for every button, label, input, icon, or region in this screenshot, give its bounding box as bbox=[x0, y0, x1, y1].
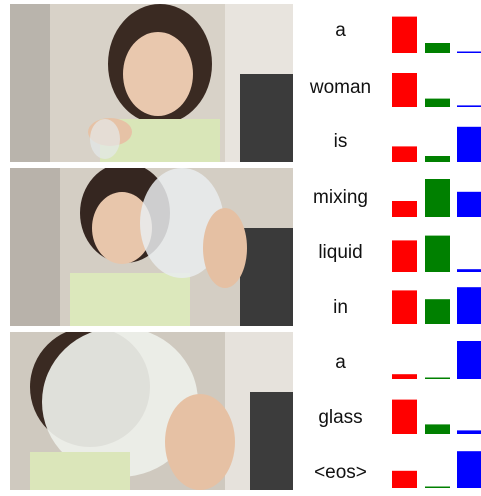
bar-green bbox=[425, 486, 450, 488]
bar-blue bbox=[457, 287, 481, 324]
bar-green bbox=[425, 424, 450, 434]
bar-blue bbox=[457, 105, 481, 107]
word-label: liquid bbox=[318, 242, 363, 263]
bar-red bbox=[392, 374, 417, 379]
word-label: is bbox=[333, 131, 348, 152]
bar-green bbox=[425, 156, 450, 162]
bar-blue bbox=[457, 191, 481, 217]
word-label: <eos> bbox=[314, 462, 367, 483]
bar-green bbox=[425, 43, 450, 53]
bar-green bbox=[425, 98, 450, 107]
video-frame-1 bbox=[10, 4, 293, 162]
bar-red bbox=[392, 240, 417, 272]
bar-blue bbox=[457, 341, 481, 379]
bar-red bbox=[392, 16, 417, 54]
bar-red bbox=[392, 201, 417, 217]
video-frame-3 bbox=[10, 332, 293, 490]
video-frames bbox=[10, 4, 293, 496]
bar-blue bbox=[457, 430, 481, 434]
word-label: glass bbox=[318, 407, 363, 428]
word-label: mixing bbox=[313, 187, 368, 208]
bar-green bbox=[425, 235, 450, 272]
bar-red bbox=[392, 290, 417, 324]
bar-blue bbox=[457, 126, 481, 162]
bar-green bbox=[425, 179, 450, 217]
bar-blue bbox=[457, 269, 481, 272]
word-label: in bbox=[333, 297, 348, 318]
word-label: a bbox=[335, 20, 346, 41]
video-frame-2 bbox=[10, 168, 293, 326]
bar-chart bbox=[392, 16, 481, 488]
word-label: a bbox=[335, 352, 346, 373]
bar-blue bbox=[457, 51, 481, 53]
bar-red bbox=[392, 399, 417, 434]
bar-red bbox=[392, 470, 417, 488]
bar-green bbox=[425, 377, 450, 379]
bar-red bbox=[392, 73, 417, 107]
bar-green bbox=[425, 299, 450, 324]
bar-red bbox=[392, 146, 417, 162]
word-label: woman bbox=[309, 77, 372, 98]
bar-blue bbox=[457, 451, 481, 488]
